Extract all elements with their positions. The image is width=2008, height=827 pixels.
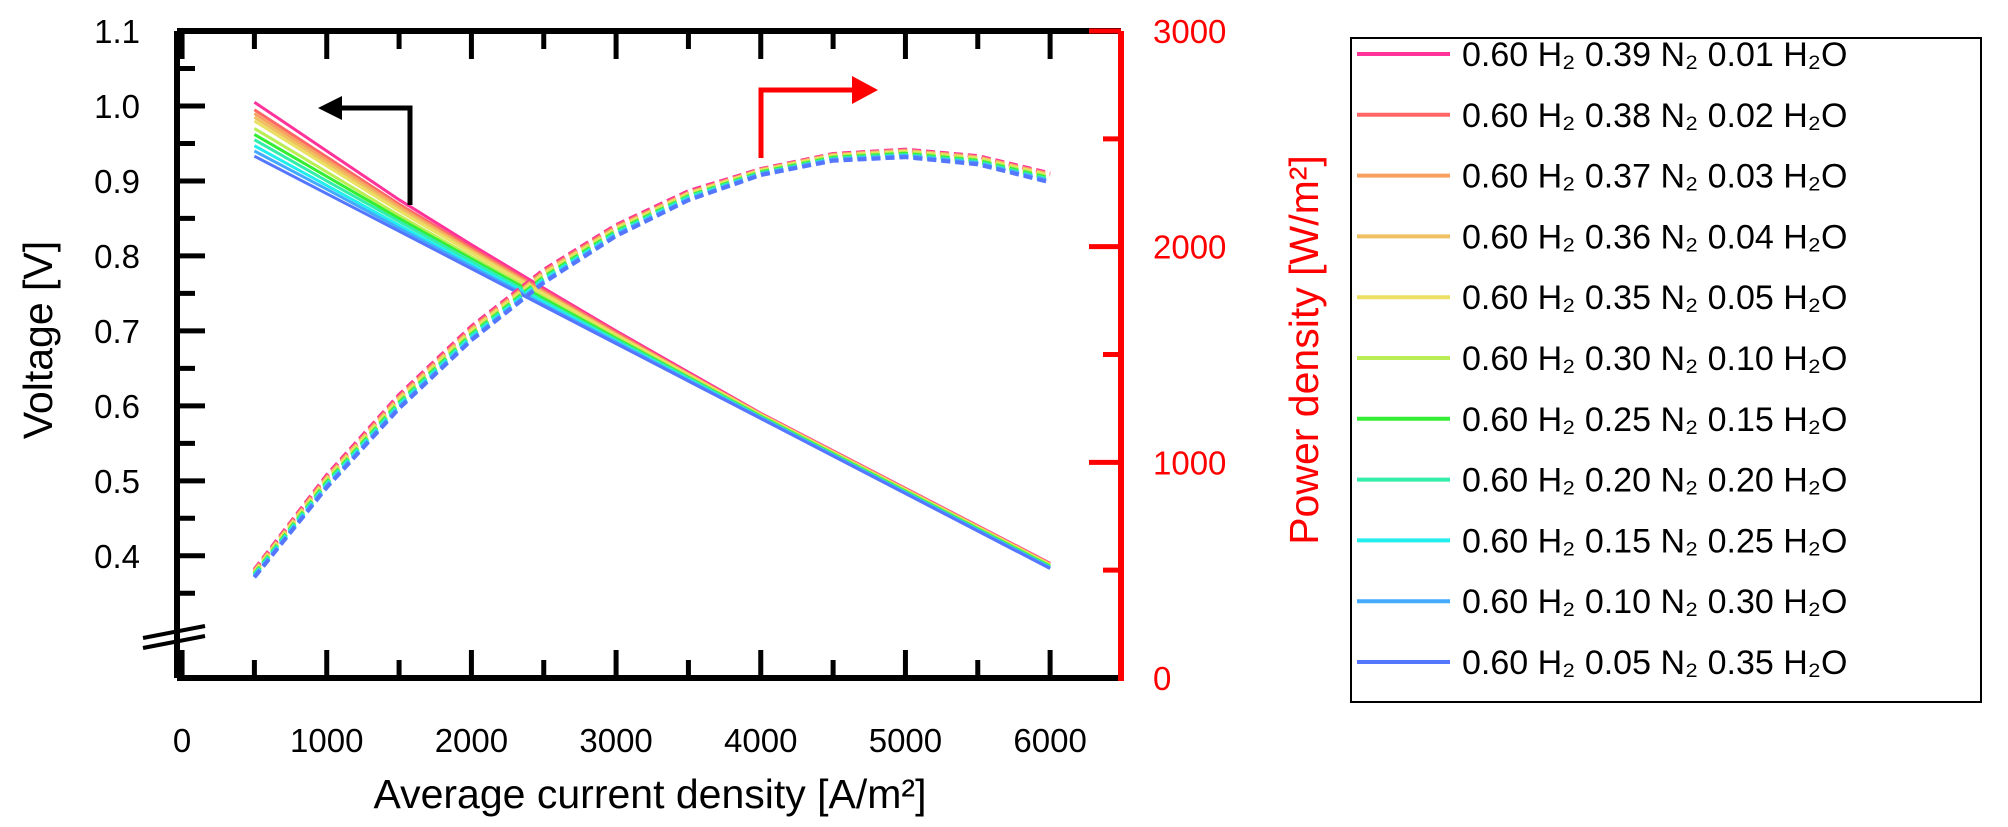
y2-tick-label: 2000 xyxy=(1153,229,1226,266)
x-tick-label: 1000 xyxy=(290,722,363,759)
y-tick-label: 0.8 xyxy=(94,238,140,275)
legend-item: 0.60 H₂ 0.35 N₂ 0.05 H₂O xyxy=(1357,279,1847,317)
y-tick-label: 0.6 xyxy=(94,388,140,425)
y-axis-title: Voltage [V] xyxy=(15,241,61,439)
legend-label: 0.60 H₂ 0.38 N₂ 0.02 H₂O xyxy=(1462,97,1847,135)
x-tick-label: 0 xyxy=(173,722,191,759)
x-tick-label: 4000 xyxy=(724,722,797,759)
axes-layer xyxy=(142,28,1124,681)
legend: 0.60 H₂ 0.39 N₂ 0.01 H₂O 0.60 H₂ 0.38 N₂ … xyxy=(1350,36,1982,703)
legend-item: 0.60 H₂ 0.37 N₂ 0.03 H₂O xyxy=(1357,158,1847,196)
legend-item: 0.60 H₂ 0.39 N₂ 0.01 H₂O xyxy=(1357,36,1847,74)
legend-label: 0.60 H₂ 0.39 N₂ 0.01 H₂O xyxy=(1462,36,1847,74)
voltage-line-series-0 xyxy=(253,100,1051,565)
y-tick-label: 0.9 xyxy=(94,163,140,200)
legend-box xyxy=(1350,37,1982,703)
legend-label: 0.60 H₂ 0.15 N₂ 0.25 H₂O xyxy=(1462,522,1847,560)
y-tick-label: 0.7 xyxy=(94,313,140,350)
ticks-layer: 0 1000 2000 3000 4000 5000 6000 0.4 0.5 0.6 0.7 0.8… xyxy=(94,13,1226,759)
y2-axis-title: Power density [W/m²] xyxy=(1281,155,1327,545)
y-tick-label: 0.4 xyxy=(94,538,140,575)
y-tick-label: 1.0 xyxy=(94,88,140,125)
y2-tick-label: 0 xyxy=(1153,660,1171,697)
voltage-line-series-1 xyxy=(253,108,1051,566)
legend-item: 0.60 H₂ 0.15 N₂ 0.25 H₂O xyxy=(1357,522,1847,560)
x-tick-label: 2000 xyxy=(435,722,508,759)
power-density-line-series-10 xyxy=(252,155,1051,579)
legend-item: 0.60 H₂ 0.05 N₂ 0.35 H₂O xyxy=(1357,644,1847,682)
legend-label: 0.60 H₂ 0.37 N₂ 0.03 H₂O xyxy=(1462,158,1847,196)
legend-label: 0.60 H₂ 0.10 N₂ 0.30 H₂O xyxy=(1462,583,1847,621)
legend-label: 0.60 H₂ 0.25 N₂ 0.15 H₂O xyxy=(1462,401,1847,439)
axis-break-icon xyxy=(142,624,206,650)
legend-item: 0.60 H₂ 0.30 N₂ 0.10 H₂O xyxy=(1357,340,1847,378)
y2-tick-label: 1000 xyxy=(1153,444,1226,481)
voltage-axis-arrow-icon xyxy=(318,96,413,205)
legend-item: 0.60 H₂ 0.20 N₂ 0.20 H₂O xyxy=(1357,462,1847,500)
power-axis-arrow-icon xyxy=(758,76,878,158)
legend-label: 0.60 H₂ 0.30 N₂ 0.10 H₂O xyxy=(1462,340,1847,378)
voltage-line-series-10 xyxy=(253,154,1051,570)
y-tick-label: 0.5 xyxy=(94,463,140,500)
x-tick-label: 5000 xyxy=(869,722,942,759)
x-tick-label: 6000 xyxy=(1013,722,1086,759)
x-tick-label: 3000 xyxy=(579,722,652,759)
legend-label: 0.60 H₂ 0.35 N₂ 0.05 H₂O xyxy=(1462,279,1847,317)
legend-label: 0.60 H₂ 0.36 N₂ 0.04 H₂O xyxy=(1462,218,1847,256)
legend-item: 0.60 H₂ 0.10 N₂ 0.30 H₂O xyxy=(1357,583,1847,621)
x-axis-title: Average current density [A/m²] xyxy=(374,771,927,817)
legend-label: 0.60 H₂ 0.05 N₂ 0.35 H₂O xyxy=(1462,644,1847,682)
series-layer xyxy=(252,100,1051,579)
legend-item: 0.60 H₂ 0.25 N₂ 0.15 H₂O xyxy=(1357,401,1847,439)
legend-label: 0.60 H₂ 0.20 N₂ 0.20 H₂O xyxy=(1462,462,1847,500)
legend-item: 0.60 H₂ 0.36 N₂ 0.04 H₂O xyxy=(1357,218,1847,256)
y2-tick-label: 3000 xyxy=(1153,13,1226,50)
legend-item: 0.60 H₂ 0.38 N₂ 0.02 H₂O xyxy=(1357,97,1847,135)
y-tick-label: 1.1 xyxy=(94,13,140,50)
